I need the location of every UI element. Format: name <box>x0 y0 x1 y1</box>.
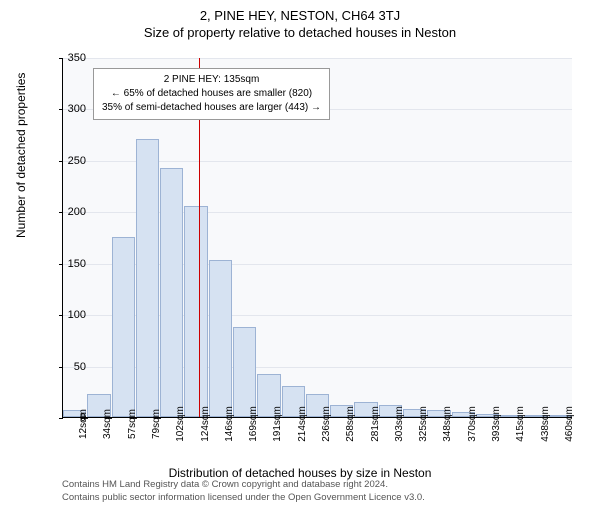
info-box-line: 35% of semi-detached houses are larger (… <box>102 101 321 115</box>
histogram-bar <box>160 168 183 417</box>
chart-area: 2 PINE HEY: 135sqm← 65% of detached hous… <box>62 58 572 418</box>
y-tick-label: 150 <box>46 258 86 270</box>
x-tick-label: 258sqm <box>345 406 356 442</box>
y-tick-label: 50 <box>46 361 86 373</box>
x-tick-label: 236sqm <box>321 406 332 442</box>
footer-line1: Contains HM Land Registry data © Crown c… <box>62 479 425 491</box>
x-tick-label: 438sqm <box>540 406 551 442</box>
histogram-bar <box>112 237 135 417</box>
x-tick-label: 325sqm <box>418 406 429 442</box>
x-axis-label: Distribution of detached houses by size … <box>0 466 600 480</box>
x-tick-label: 214sqm <box>297 406 308 442</box>
info-box: 2 PINE HEY: 135sqm← 65% of detached hous… <box>93 68 330 120</box>
x-tick-label: 393sqm <box>491 406 502 442</box>
footer-line2: Contains public sector information licen… <box>62 492 425 504</box>
info-box-line: ← 65% of detached houses are smaller (82… <box>102 87 321 101</box>
x-tick-label: 370sqm <box>467 406 478 442</box>
x-tick-label: 348sqm <box>442 406 453 442</box>
y-tick-label: 300 <box>46 103 86 115</box>
title-main: 2, PINE HEY, NESTON, CH64 3TJ <box>0 8 600 23</box>
x-tick-label: 57sqm <box>127 409 138 439</box>
x-tick-label: 415sqm <box>515 406 526 442</box>
x-tick-label: 281sqm <box>370 406 381 442</box>
x-tick-label: 169sqm <box>248 406 259 442</box>
histogram-bar <box>184 206 207 417</box>
x-tick-label: 79sqm <box>151 409 162 439</box>
x-tick-label: 146sqm <box>224 406 235 442</box>
histogram-bar <box>233 327 256 418</box>
title-sub: Size of property relative to detached ho… <box>0 25 600 40</box>
x-tick-label: 12sqm <box>78 409 89 439</box>
y-tick-label: 100 <box>46 309 86 321</box>
footer-text: Contains HM Land Registry data © Crown c… <box>62 479 425 504</box>
y-axis-label: Number of detached properties <box>14 73 28 238</box>
grid-line <box>63 58 572 59</box>
x-tick-label: 34sqm <box>102 409 113 439</box>
x-tick-label: 460sqm <box>564 406 575 442</box>
x-tick-label: 191sqm <box>272 406 283 442</box>
histogram-bar <box>209 260 232 417</box>
x-tick-label: 102sqm <box>175 406 186 442</box>
x-tick-label: 124sqm <box>200 406 211 442</box>
x-tick-label: 303sqm <box>394 406 405 442</box>
histogram-bar <box>136 139 159 417</box>
y-tick-label: 200 <box>46 206 86 218</box>
info-box-line: 2 PINE HEY: 135sqm <box>102 73 321 87</box>
y-tick-label: 350 <box>46 52 86 64</box>
y-tick-label: 250 <box>46 155 86 167</box>
